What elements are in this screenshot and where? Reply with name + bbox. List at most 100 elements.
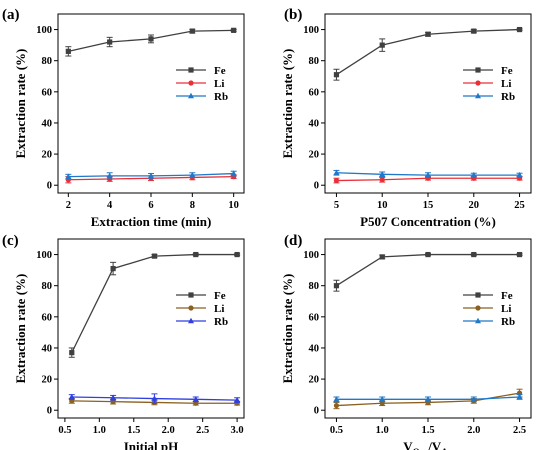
marker-square [189,28,195,34]
y-axis-title: Extraction rate (%) [13,274,28,384]
legend-label: Li [501,78,511,90]
x-tick-label: 8 [190,200,195,211]
marker-square [471,28,477,34]
x-axis-title: Initial pH [124,439,179,450]
y-tick-label: 0 [314,181,319,192]
marker-square [188,292,194,298]
marker-triangle [106,172,113,179]
x-tick-label: 1.0 [93,425,106,436]
marker-triangle [188,92,194,99]
series-rb [65,170,237,180]
x-axis-title-subscript: Aq [441,447,453,450]
marker-circle [188,305,194,311]
x-tick-label: 25 [514,200,525,211]
x-tick-label: 1.5 [421,425,434,436]
x-axis-title: P507 Concentration (%) [360,214,496,229]
x-tick-label: 4 [107,200,113,211]
legend-label: Fe [214,290,226,302]
legend-label: Rb [214,316,228,328]
y-tick-label: 40 [309,343,320,354]
legend-label: Rb [501,91,515,103]
marker-triangle [189,171,196,178]
marker-square [333,283,340,289]
marker-circle [188,80,194,86]
series-rb [333,393,523,403]
marker-square [65,48,71,54]
legend-label: Fe [501,65,513,77]
y-tick-label: 80 [309,281,320,292]
series-fe [68,251,241,358]
y-tick-label: 40 [309,118,320,129]
marker-triangle [379,396,386,402]
y-tick-label: 20 [42,375,53,386]
marker-square [333,72,340,78]
series-fe [65,27,237,57]
x-axis-title: VOrg/VAq [403,439,452,450]
series-rb [68,393,241,404]
y-tick-label: 100 [36,25,52,36]
legend-label: Fe [501,290,513,302]
y-tick-label: 0 [314,406,319,417]
x-tick-label: 2.0 [467,425,480,436]
y-tick-label: 100 [303,250,319,261]
y-tick-label: 40 [42,118,53,129]
marker-triangle [425,396,431,402]
marker-square [110,265,116,272]
marker-circle [379,177,385,183]
series-rb [333,169,523,178]
x-tick-label: 5 [334,200,339,211]
marker-triangle [148,172,154,179]
x-tick-label: 2 [66,200,71,211]
marker-square [107,39,113,45]
marker-triangle [333,396,340,402]
marker-triangle [230,170,237,176]
y-tick-label: 20 [309,375,320,386]
y-tick-label: 0 [47,406,52,417]
series-line [71,253,238,353]
y-tick-label: 100 [36,250,52,261]
marker-triangle [188,317,194,324]
panel-label: (c) [2,233,19,249]
x-tick-label: 2.5 [196,425,209,436]
y-axis-title: Extraction rate (%) [13,49,28,159]
marker-square [148,36,154,42]
plot-frame [324,13,532,194]
marker-square [516,251,523,258]
marker-circle [333,402,340,409]
series-line [336,253,520,287]
x-tick-label: 2.5 [513,425,526,436]
x-axis-title-part: V [403,439,413,450]
x-tick-label: 20 [469,200,480,211]
marker-square [69,350,75,356]
plot-frame [324,238,532,419]
marker-triangle [333,169,340,175]
series-fe [333,26,523,81]
marker-triangle [151,395,158,401]
panel-label: (a) [2,7,20,23]
marker-triangle [475,92,481,99]
x-tick-label: 0.5 [330,425,343,436]
marker-square [471,251,477,258]
y-tick-label: 60 [309,312,320,323]
y-axis-title: Extraction rate (%) [280,274,295,384]
y-axis-title: Extraction rate (%) [280,49,295,159]
y-tick-label: 80 [309,56,320,67]
y-tick-label: 40 [42,343,53,354]
x-axis-title-subscript: Org [413,447,429,450]
y-tick-label: 20 [309,150,320,161]
marker-triangle [470,171,477,178]
marker-triangle [516,171,523,178]
y-tick-label: 0 [47,181,52,192]
legend-label: Rb [501,316,515,328]
marker-square [475,292,481,298]
x-axis-title-part: /V [427,439,442,450]
x-tick-label: 15 [423,200,434,211]
legend-label: Li [214,78,224,90]
marker-square [188,67,194,73]
y-tick-label: 60 [42,312,53,323]
marker-square [379,42,385,48]
x-tick-label: 2.0 [162,425,175,436]
